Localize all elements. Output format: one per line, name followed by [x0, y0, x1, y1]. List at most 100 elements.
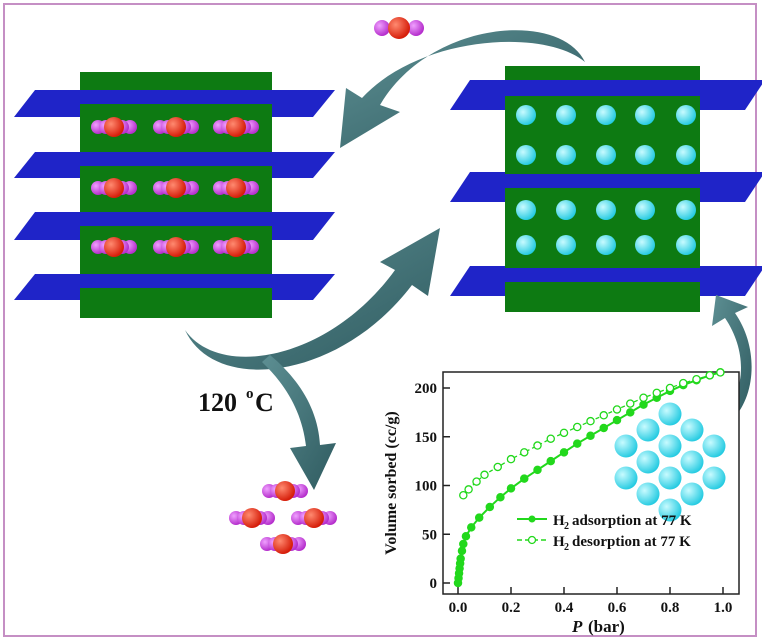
x-axis-label-unit: (bar) [588, 617, 625, 636]
h2-molecule [596, 235, 616, 255]
adsorption-point [457, 546, 467, 556]
arrow-guest-release [262, 355, 336, 490]
guest-molecule [153, 237, 199, 257]
packed-h2-sphere [680, 418, 704, 442]
left-framework-loaded [14, 72, 335, 318]
desorption-point [679, 378, 688, 388]
desorption-point [472, 477, 481, 486]
adsorption-point [459, 539, 468, 549]
adsorption-point [599, 423, 609, 433]
legend-label-adsorption-sub: 2 [564, 521, 569, 532]
adsorption-point [461, 531, 471, 541]
isotherm-chart: 0 50 100 150 200 0.0 0.2 0.4 0.6 0.8 1.0 H 2 adso… [383, 368, 740, 636]
desorption-point [520, 448, 529, 457]
x-tick-label: 0.8 [661, 600, 680, 616]
released-guest-cluster [229, 481, 337, 554]
desorption-point [480, 470, 489, 480]
x-axis-ticks: 0.0 0.2 0.4 0.6 0.8 1.0 [449, 587, 733, 616]
adsorption-point [559, 448, 569, 457]
released-guest-molecule [291, 508, 337, 528]
x-tick-label: 0.6 [608, 600, 627, 616]
released-guest-molecule [260, 534, 306, 554]
series-desorption [459, 368, 725, 500]
chart-legend: H 2 adsorption at 77 K H 2 desorption at… [517, 513, 692, 553]
h2-molecule [556, 145, 576, 165]
h2-molecule [516, 235, 536, 255]
guest-molecule [153, 178, 199, 198]
desorption-point [692, 374, 701, 384]
legend-marker-desorption [527, 535, 537, 545]
y-tick-label: 200 [415, 381, 438, 397]
desorption-point [639, 393, 648, 402]
adsorption-point [456, 554, 465, 563]
h2-molecule [516, 200, 536, 220]
adsorption-point [573, 439, 582, 448]
h2-molecule [556, 235, 576, 255]
adsorption-point [520, 474, 529, 483]
desorption-point [506, 454, 516, 464]
legend-label-desorption-sub: 2 [564, 542, 569, 553]
legend-label-adsorption: adsorption at 77 K [572, 513, 692, 529]
packed-h2-sphere [680, 450, 704, 474]
legend-marker-adsorption [528, 515, 536, 523]
legend-label-desorption-prefix: H [553, 534, 565, 550]
packed-h2-sphere [658, 402, 682, 426]
desorption-point [652, 388, 662, 398]
y-tick-label: 100 [415, 479, 438, 495]
desorption-point [586, 416, 595, 426]
series-line [462, 371, 721, 496]
desorption-point [459, 490, 468, 500]
y-tick-label: 0 [430, 576, 438, 592]
x-axis-label-symbol: P [571, 617, 583, 636]
arrow-activation [185, 228, 440, 370]
y-axis-label: Volume sorbed (cc/g) [383, 411, 400, 554]
h2-molecule [676, 200, 696, 220]
x-tick-label: 1.0 [714, 600, 733, 616]
h2-molecule [556, 200, 576, 220]
desorption-point [599, 411, 609, 420]
legend-label-adsorption-prefix: H [553, 513, 565, 529]
guest-molecule [91, 117, 137, 137]
chart-series [453, 368, 725, 588]
free-guest-molecule-top [374, 17, 424, 39]
adsorption-point [474, 513, 484, 522]
packed-h2-sphere [636, 418, 660, 442]
y-tick-label: 50 [422, 527, 437, 543]
desorption-point [612, 405, 622, 414]
desorption-point [559, 428, 569, 438]
packed-h2-sphere [702, 466, 726, 490]
adsorption-point [612, 415, 622, 425]
h2-molecule [596, 105, 616, 125]
desorption-point [573, 422, 582, 432]
packed-h2-sphere [680, 482, 704, 506]
desorption-point [626, 399, 635, 408]
adsorption-point [639, 400, 648, 409]
h2-molecule [676, 145, 696, 165]
x-tick-label: 0.2 [502, 600, 521, 616]
x-tick-label: 0.4 [555, 600, 574, 616]
h2-molecule [596, 200, 616, 220]
adsorption-point [626, 408, 635, 417]
packed-h2-sphere [636, 482, 660, 506]
desorption-point [705, 371, 715, 380]
h2-molecule [635, 235, 655, 255]
temperature-value: 120 [198, 388, 237, 417]
x-tick-label: 0.0 [449, 600, 468, 616]
temperature-label: 120 o C [198, 386, 274, 417]
h2-molecule [556, 105, 576, 125]
temperature-unit: C [255, 388, 274, 417]
adsorption-point [533, 465, 542, 475]
right-framework-h2 [450, 66, 762, 312]
arrow-guest-uptake [340, 30, 585, 148]
h2-molecule [635, 105, 655, 125]
packed-h2-sphere [702, 434, 726, 458]
packed-h2-sphere [658, 466, 682, 490]
desorption-point [493, 462, 502, 472]
h2-molecule [635, 200, 655, 220]
guest-molecule [91, 237, 137, 257]
guest-molecule [213, 237, 259, 257]
h2-molecule [516, 145, 536, 165]
x-axis-label: P (bar) [571, 617, 625, 636]
